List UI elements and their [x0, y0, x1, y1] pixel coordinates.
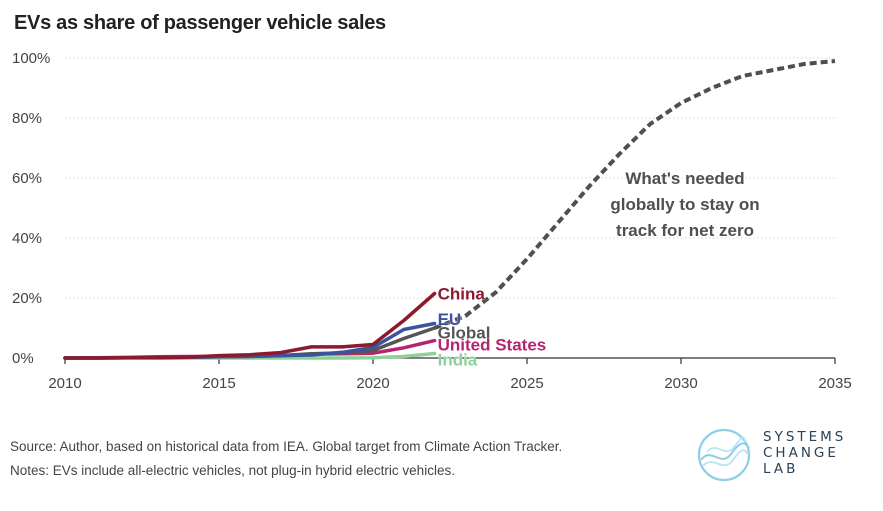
x-tick-label: 2015: [202, 375, 235, 392]
logo-line-2: CHANGE: [763, 445, 839, 461]
series-label-united-states: United States: [438, 336, 547, 355]
series-line-china: [63, 291, 437, 360]
logo-line-3: LAB: [763, 461, 799, 477]
line-chart: 0% 20% 40% 60% 80% 100% 2010 2015 2020 2025 2030 20…: [12, 50, 852, 392]
series-label-india: India: [438, 351, 478, 370]
source-note: Source: Author, based on historical data…: [10, 439, 563, 454]
series-line-target: [433, 59, 836, 330]
y-tick-label: 60%: [12, 170, 42, 187]
target-annotation-line: What's needed: [625, 169, 744, 188]
y-tick-label: 100%: [12, 50, 50, 67]
y-tick-label: 0%: [12, 350, 34, 367]
logo-wordmark: SYSTEMS CHANGE LAB: [763, 429, 846, 477]
logo-line-1: SYSTEMS: [763, 429, 847, 445]
x-tick-label: 2030: [664, 375, 697, 392]
series-label-china: China: [438, 285, 486, 304]
y-tick-label: 20%: [12, 290, 42, 307]
series-label-global: Global: [438, 324, 491, 343]
series-lines: [63, 59, 836, 360]
y-tick-label: 80%: [12, 110, 42, 127]
x-tick-label: 2020: [356, 375, 389, 392]
systems-change-lab-logo: SYSTEMS CHANGE LAB: [693, 424, 873, 490]
wave-globe-icon: [697, 428, 751, 482]
chart-title: EVs as share of passenger vehicle sales: [14, 12, 386, 34]
x-tick-label: 2010: [48, 375, 81, 392]
target-annotation-line: track for net zero: [616, 221, 754, 240]
x-tick-label: 2025: [510, 375, 543, 392]
gridlines: [65, 57, 835, 299]
axes: 0% 20% 40% 60% 80% 100% 2010 2015 2020 2025 2030 20…: [12, 50, 852, 392]
notes-text: Notes: EVs include all-electric vehicles…: [10, 463, 455, 478]
y-tick-label: 40%: [12, 230, 42, 247]
series-label-eu: EU: [438, 310, 462, 329]
target-annotation-line: globally to stay on: [610, 195, 759, 214]
x-tick-label: 2035: [818, 375, 851, 392]
